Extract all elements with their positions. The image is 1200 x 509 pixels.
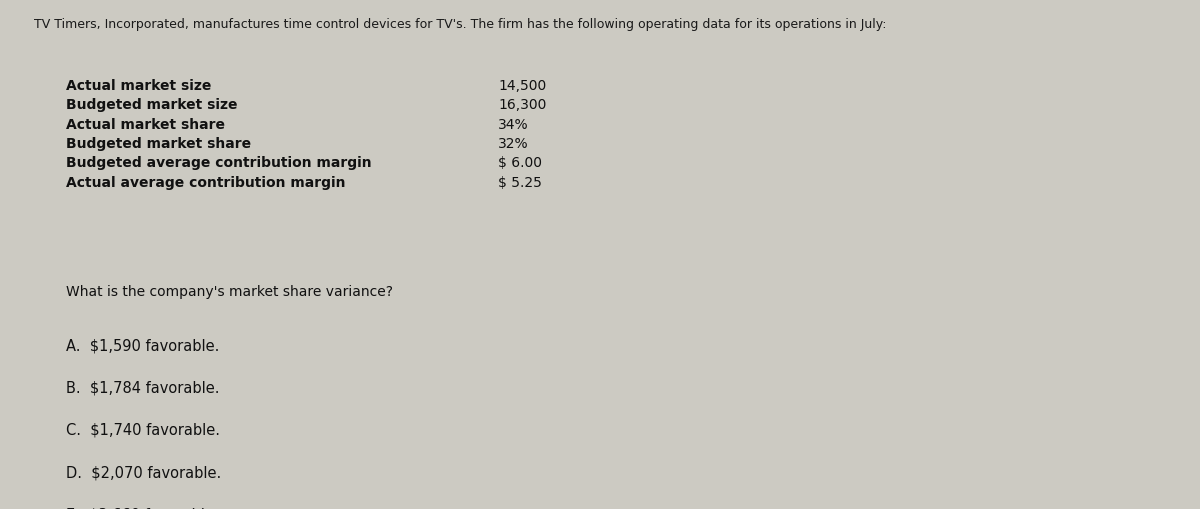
Text: 14,500: 14,500 [498,79,546,93]
Text: Budgeted market share: Budgeted market share [66,137,251,151]
Text: Actual average contribution margin: Actual average contribution margin [66,176,346,190]
Text: $ 5.25: $ 5.25 [498,176,542,190]
Text: C.  $1,740 favorable.: C. $1,740 favorable. [66,423,220,438]
Text: Budgeted market size: Budgeted market size [66,98,238,112]
Text: Actual market share: Actual market share [66,118,226,132]
Text: A.  $1,590 favorable.: A. $1,590 favorable. [66,338,220,353]
Text: $ 6.00: $ 6.00 [498,156,542,171]
Text: 34%: 34% [498,118,529,132]
Text: D.  $2,070 favorable.: D. $2,070 favorable. [66,465,221,480]
Text: What is the company's market share variance?: What is the company's market share varia… [66,285,394,299]
Text: B.  $1,784 favorable.: B. $1,784 favorable. [66,381,220,395]
Text: 32%: 32% [498,137,529,151]
Text: TV Timers, Incorporated, manufactures time control devices for TV's. The firm ha: TV Timers, Incorporated, manufactures ti… [34,18,886,31]
Text: Actual market size: Actual market size [66,79,211,93]
Text: Budgeted average contribution margin: Budgeted average contribution margin [66,156,372,171]
Text: 16,300: 16,300 [498,98,546,112]
Text: E.  $3,660 favorable.: E. $3,660 favorable. [66,507,218,509]
